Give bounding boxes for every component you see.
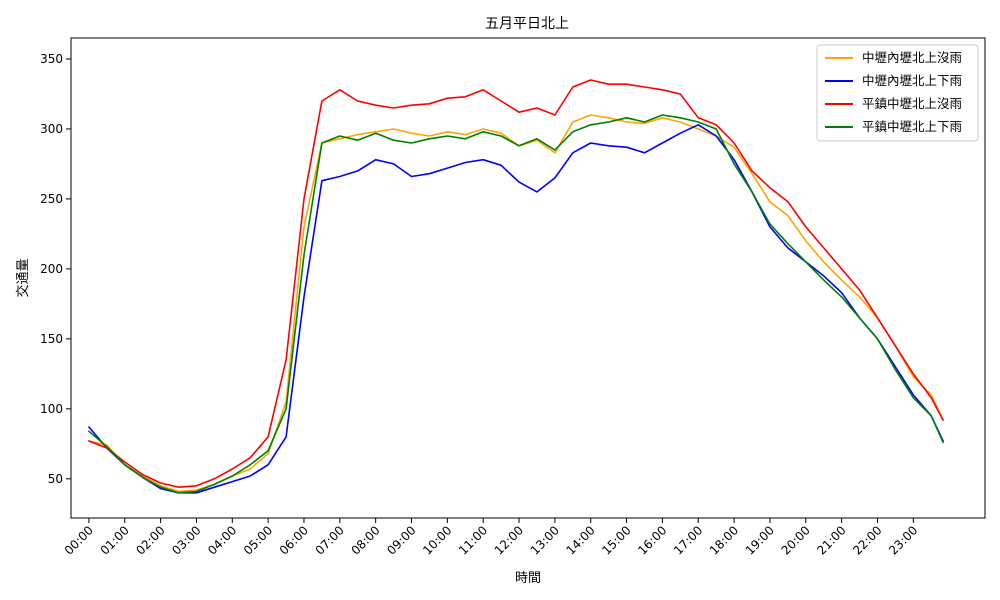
y-tick-label: 100	[40, 402, 63, 416]
legend-label-1: 中壢內壢北上沒雨	[862, 50, 962, 65]
legend-label-4: 平鎮中壢北上下雨	[862, 119, 962, 134]
y-tick-label: 200	[40, 262, 63, 276]
legend-box	[816, 44, 979, 142]
plot-frame	[70, 37, 986, 519]
legend-label-3: 平鎮中壢北上沒雨	[862, 96, 962, 111]
series-line-4	[88, 114, 944, 494]
y-tick-label: 50	[48, 472, 63, 486]
y-tick-label: 250	[40, 192, 63, 206]
y-axis-label: 交通量	[15, 258, 31, 297]
y-tick-label: 300	[40, 122, 63, 136]
chart-title: 五月平日北上	[485, 16, 569, 32]
y-tick-label: 350	[40, 52, 63, 66]
y-tick-label: 150	[40, 332, 63, 346]
legend-label-2: 中壢內壢北上下雨	[862, 73, 962, 88]
x-axis-label: 時間	[515, 571, 541, 586]
series-group	[88, 79, 944, 494]
y-axis: 50 100 150 200 250 300 350	[40, 52, 71, 486]
series-line-3	[88, 79, 944, 488]
